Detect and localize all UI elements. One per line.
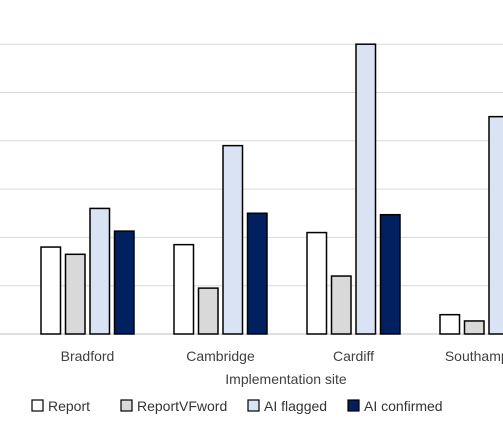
legend: Report ReportVFword AI flagged AI confirmed <box>31 398 443 414</box>
legend-label: ReportVFword <box>137 398 227 414</box>
x-tick-label: Cambridge <box>186 348 255 364</box>
legend-swatch <box>120 399 133 412</box>
bar-ai-flagged-cambridge <box>222 144 244 335</box>
legend-label: AI confirmed <box>364 398 443 414</box>
legend-swatch <box>31 399 44 412</box>
legend-label: Report <box>48 398 90 414</box>
x-tick-labels: Bradford Cambridge Cardiff Southampton <box>61 348 503 364</box>
bars <box>40 43 503 335</box>
bar-ai-confirmed-bradford <box>113 230 135 335</box>
legend-label: AI flagged <box>264 398 327 414</box>
bar-reportvfword-bradford <box>64 253 86 335</box>
legend-swatch <box>347 399 360 412</box>
bar-reportvfword-cambridge <box>197 287 219 335</box>
x-tick-label: Bradford <box>61 348 115 364</box>
bar-report-cambridge <box>173 243 195 335</box>
x-tick-label: Southampton <box>445 348 503 364</box>
x-tick-label: Cardiff <box>333 348 374 364</box>
bar-report-southampton <box>439 313 461 335</box>
legend-swatch <box>247 399 260 412</box>
bar-ai-flagged-bradford <box>89 207 111 335</box>
bar-ai-flagged-southampton <box>488 115 503 335</box>
bar-ai-flagged-cardiff <box>355 43 377 335</box>
bar-report-bradford <box>40 246 62 335</box>
x-axis-title: Implementation site <box>225 371 347 387</box>
bar-ai-confirmed-cardiff <box>379 213 401 335</box>
bar-report-cardiff <box>306 231 328 335</box>
bar-ai-confirmed-cambridge <box>246 212 268 335</box>
bar-reportvfword-southampton <box>463 320 485 335</box>
bar-reportvfword-cardiff <box>330 275 352 335</box>
